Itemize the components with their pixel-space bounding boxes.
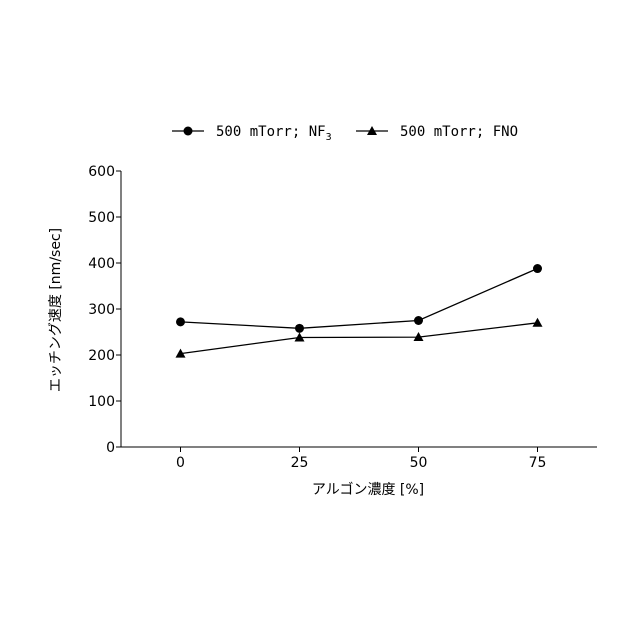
data-point-circle <box>295 324 304 333</box>
x-tick-label: 25 <box>291 455 309 471</box>
y-tick-label: 300 <box>88 302 115 318</box>
data-point-triangle <box>533 318 543 327</box>
x-tick-label: 75 <box>529 455 547 471</box>
series-line <box>181 269 538 329</box>
y-tick-label: 0 <box>106 440 115 456</box>
y-tick-label: 600 <box>88 164 115 180</box>
legend-label-subscript: 3 <box>326 132 332 143</box>
legend-label-series-2: 500 mTorr; FNO <box>400 124 518 140</box>
x-axis-title: アルゴン濃度 [%] <box>312 481 424 498</box>
legend-item-series-2: 500 mTorr; FNO <box>356 124 518 140</box>
y-tick-label: 100 <box>88 394 115 410</box>
legend-label-series-1: 500 mTorr; NF3 <box>216 124 332 143</box>
series-layer <box>176 264 543 358</box>
series-line <box>181 323 538 354</box>
y-tick-label: 500 <box>88 210 115 226</box>
axes: 0 100 200 300 400 500 600 0 25 50 75 <box>88 164 597 471</box>
y-tick-label: 400 <box>88 256 115 272</box>
legend-swatch-marker <box>184 127 193 136</box>
data-point-circle <box>176 317 185 326</box>
series-1 <box>176 264 542 333</box>
legend: 500 mTorr; NF3 500 mTorr; FNO <box>172 124 518 143</box>
x-tick-label: 0 <box>176 455 185 471</box>
x-tick-label: 50 <box>410 455 428 471</box>
legend-item-series-1: 500 mTorr; NF3 <box>172 124 332 143</box>
y-axis-title: エッチング速度 [nm/sec] <box>48 228 64 392</box>
y-tick-label: 200 <box>88 348 115 364</box>
data-point-circle <box>414 316 423 325</box>
data-point-circle <box>533 264 542 273</box>
